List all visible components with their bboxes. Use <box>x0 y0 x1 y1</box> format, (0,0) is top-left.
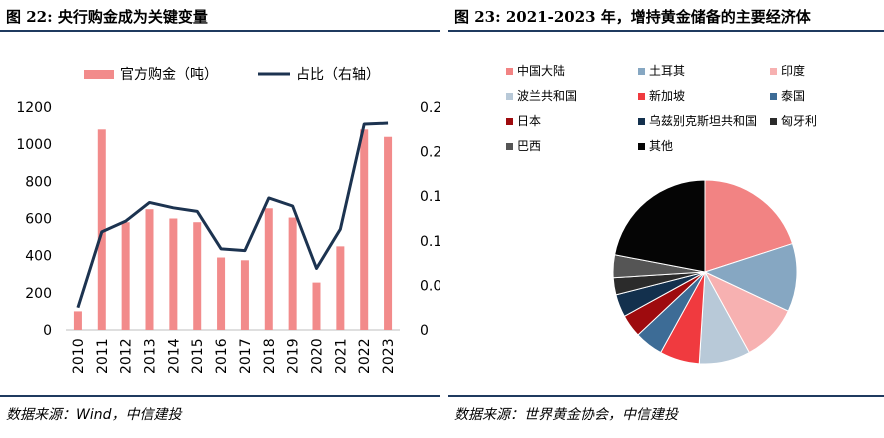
bar <box>97 129 106 330</box>
bar <box>121 222 130 330</box>
bar <box>264 208 273 330</box>
pie-legend-swatch <box>506 68 513 75</box>
pie-legend-swatch <box>638 143 645 150</box>
y-tick-label: 1200 <box>16 100 52 116</box>
y-tick-label: 200 <box>25 286 52 302</box>
pie-legend-item: 泰国 <box>770 87 805 104</box>
pie-legend-label: 波兰共和国 <box>517 89 578 103</box>
x-tick-label: 2013 <box>143 338 159 374</box>
bar <box>312 282 321 330</box>
legend-bar-label: 官方购金（吨） <box>120 67 218 83</box>
pie-slice <box>703 242 798 312</box>
pie-legend-label: 匈牙利 <box>781 114 818 128</box>
pie-legend-label: 其他 <box>649 139 674 153</box>
pie-legend-item: 乌兹别克斯坦共和国 <box>638 112 757 129</box>
x-tick-label: 2019 <box>286 338 302 374</box>
pie-legend-label: 乌兹别克斯坦共和国 <box>649 114 758 128</box>
bar <box>336 246 345 330</box>
bar <box>73 311 82 330</box>
pie-slice <box>704 179 794 273</box>
y2-tick-label: 0.15 <box>420 189 440 205</box>
y-tick-label: 600 <box>25 212 52 228</box>
bar <box>169 218 178 330</box>
left-source-note: 数据来源：Wind，中信建投 <box>6 407 182 423</box>
pie-legend-item: 中国大陆 <box>506 62 565 79</box>
pie-legend-item: 日本 <box>506 112 541 129</box>
pie-legend-swatch <box>770 118 777 125</box>
left-bottom-rule <box>0 395 440 397</box>
legend-line-label: 占比（右轴） <box>296 67 380 83</box>
pie-legend-swatch <box>770 68 777 75</box>
x-tick-label: 2021 <box>333 338 349 374</box>
y2-tick-label: 0.1 <box>420 234 440 250</box>
pie-legend-swatch <box>638 93 645 100</box>
x-tick-label: 2017 <box>238 338 254 374</box>
x-tick-label: 2012 <box>119 338 135 374</box>
y2-tick-label: 0.2 <box>420 145 440 161</box>
pie-legend-label: 中国大陆 <box>517 64 566 78</box>
x-tick-label: 2010 <box>71 338 87 374</box>
pie-slice <box>614 179 706 273</box>
y-tick-label: 0 <box>43 323 52 339</box>
pie-legend-item: 新加坡 <box>638 87 685 104</box>
pie-legend-swatch <box>506 143 513 150</box>
bar <box>240 260 249 330</box>
pie-legend-swatch <box>506 93 513 100</box>
pie-legend-swatch <box>506 118 513 125</box>
pie-legend-item: 波兰共和国 <box>506 87 577 104</box>
pie-legend-label: 新加坡 <box>649 89 686 103</box>
bar-line-chart: 官方购金（吨） 占比（右轴） 0 200 400 600 800 1000 1200 0 0.05 0… <box>16 67 440 374</box>
pie-legend-item: 印度 <box>770 62 805 79</box>
bar <box>288 217 297 330</box>
y-tick-label: 400 <box>25 249 52 265</box>
bar <box>360 129 369 330</box>
x-tick-label: 2015 <box>190 338 206 374</box>
bar <box>384 136 393 330</box>
chart-legend: 官方购金（吨） 占比（右轴） <box>84 67 380 83</box>
x-tick-label: 2018 <box>262 338 278 374</box>
y2-tick-label: 0 <box>420 323 429 339</box>
x-tick-label: 2022 <box>357 338 373 374</box>
left-figure-title: 图 22: 央行购金成为关键变量 <box>6 8 208 26</box>
pie-legend-label: 日本 <box>517 114 542 128</box>
pie-legend-label: 巴西 <box>517 139 542 153</box>
legend-bar-swatch <box>84 70 114 79</box>
y-tick-label: 800 <box>25 174 52 190</box>
right-panel: 图 23: 2021-2023 年，增持黄金储备的主要经济体 中国大陆 土耳其 印度… <box>448 0 884 438</box>
x-tick-label: 2020 <box>310 338 326 374</box>
pie-legend-swatch <box>638 68 645 75</box>
right-top-rule <box>448 30 884 32</box>
y-tick-label: 1000 <box>16 137 52 153</box>
bar <box>145 209 154 330</box>
bar <box>193 222 202 330</box>
pie-chart <box>612 179 798 365</box>
pie-legend-label: 泰国 <box>781 89 806 103</box>
bar <box>217 257 226 330</box>
pie-legend-item: 巴西 <box>506 137 541 154</box>
x-tick-label: 2023 <box>381 338 397 374</box>
x-tick-label: 2011 <box>95 338 111 374</box>
pie-legend-label: 印度 <box>781 64 806 78</box>
pie-legend-swatch <box>770 93 777 100</box>
left-panel: 图 22: 央行购金成为关键变量 官方购金（吨） 占比（右轴） 0 200 400 600… <box>0 0 440 438</box>
pie-legend-swatch <box>638 118 645 125</box>
x-tick-label: 2016 <box>214 338 230 374</box>
right-source-note: 数据来源：世界黄金协会，中信建投 <box>454 407 678 423</box>
pie-legend-label: 土耳其 <box>649 64 686 78</box>
left-top-rule <box>0 30 440 32</box>
series-line <box>76 121 389 309</box>
y2-tick-label: 0.05 <box>420 278 440 294</box>
pie-legend-item: 其他 <box>638 137 673 154</box>
right-bottom-rule <box>448 395 884 397</box>
right-figure-title: 图 23: 2021-2023 年，增持黄金储备的主要经济体 <box>454 8 811 26</box>
pie-legend-item: 匈牙利 <box>770 112 817 129</box>
y2-tick-label: 0.25 <box>420 100 440 116</box>
pie-legend-item: 土耳其 <box>638 62 685 79</box>
x-tick-label: 2014 <box>166 338 182 374</box>
